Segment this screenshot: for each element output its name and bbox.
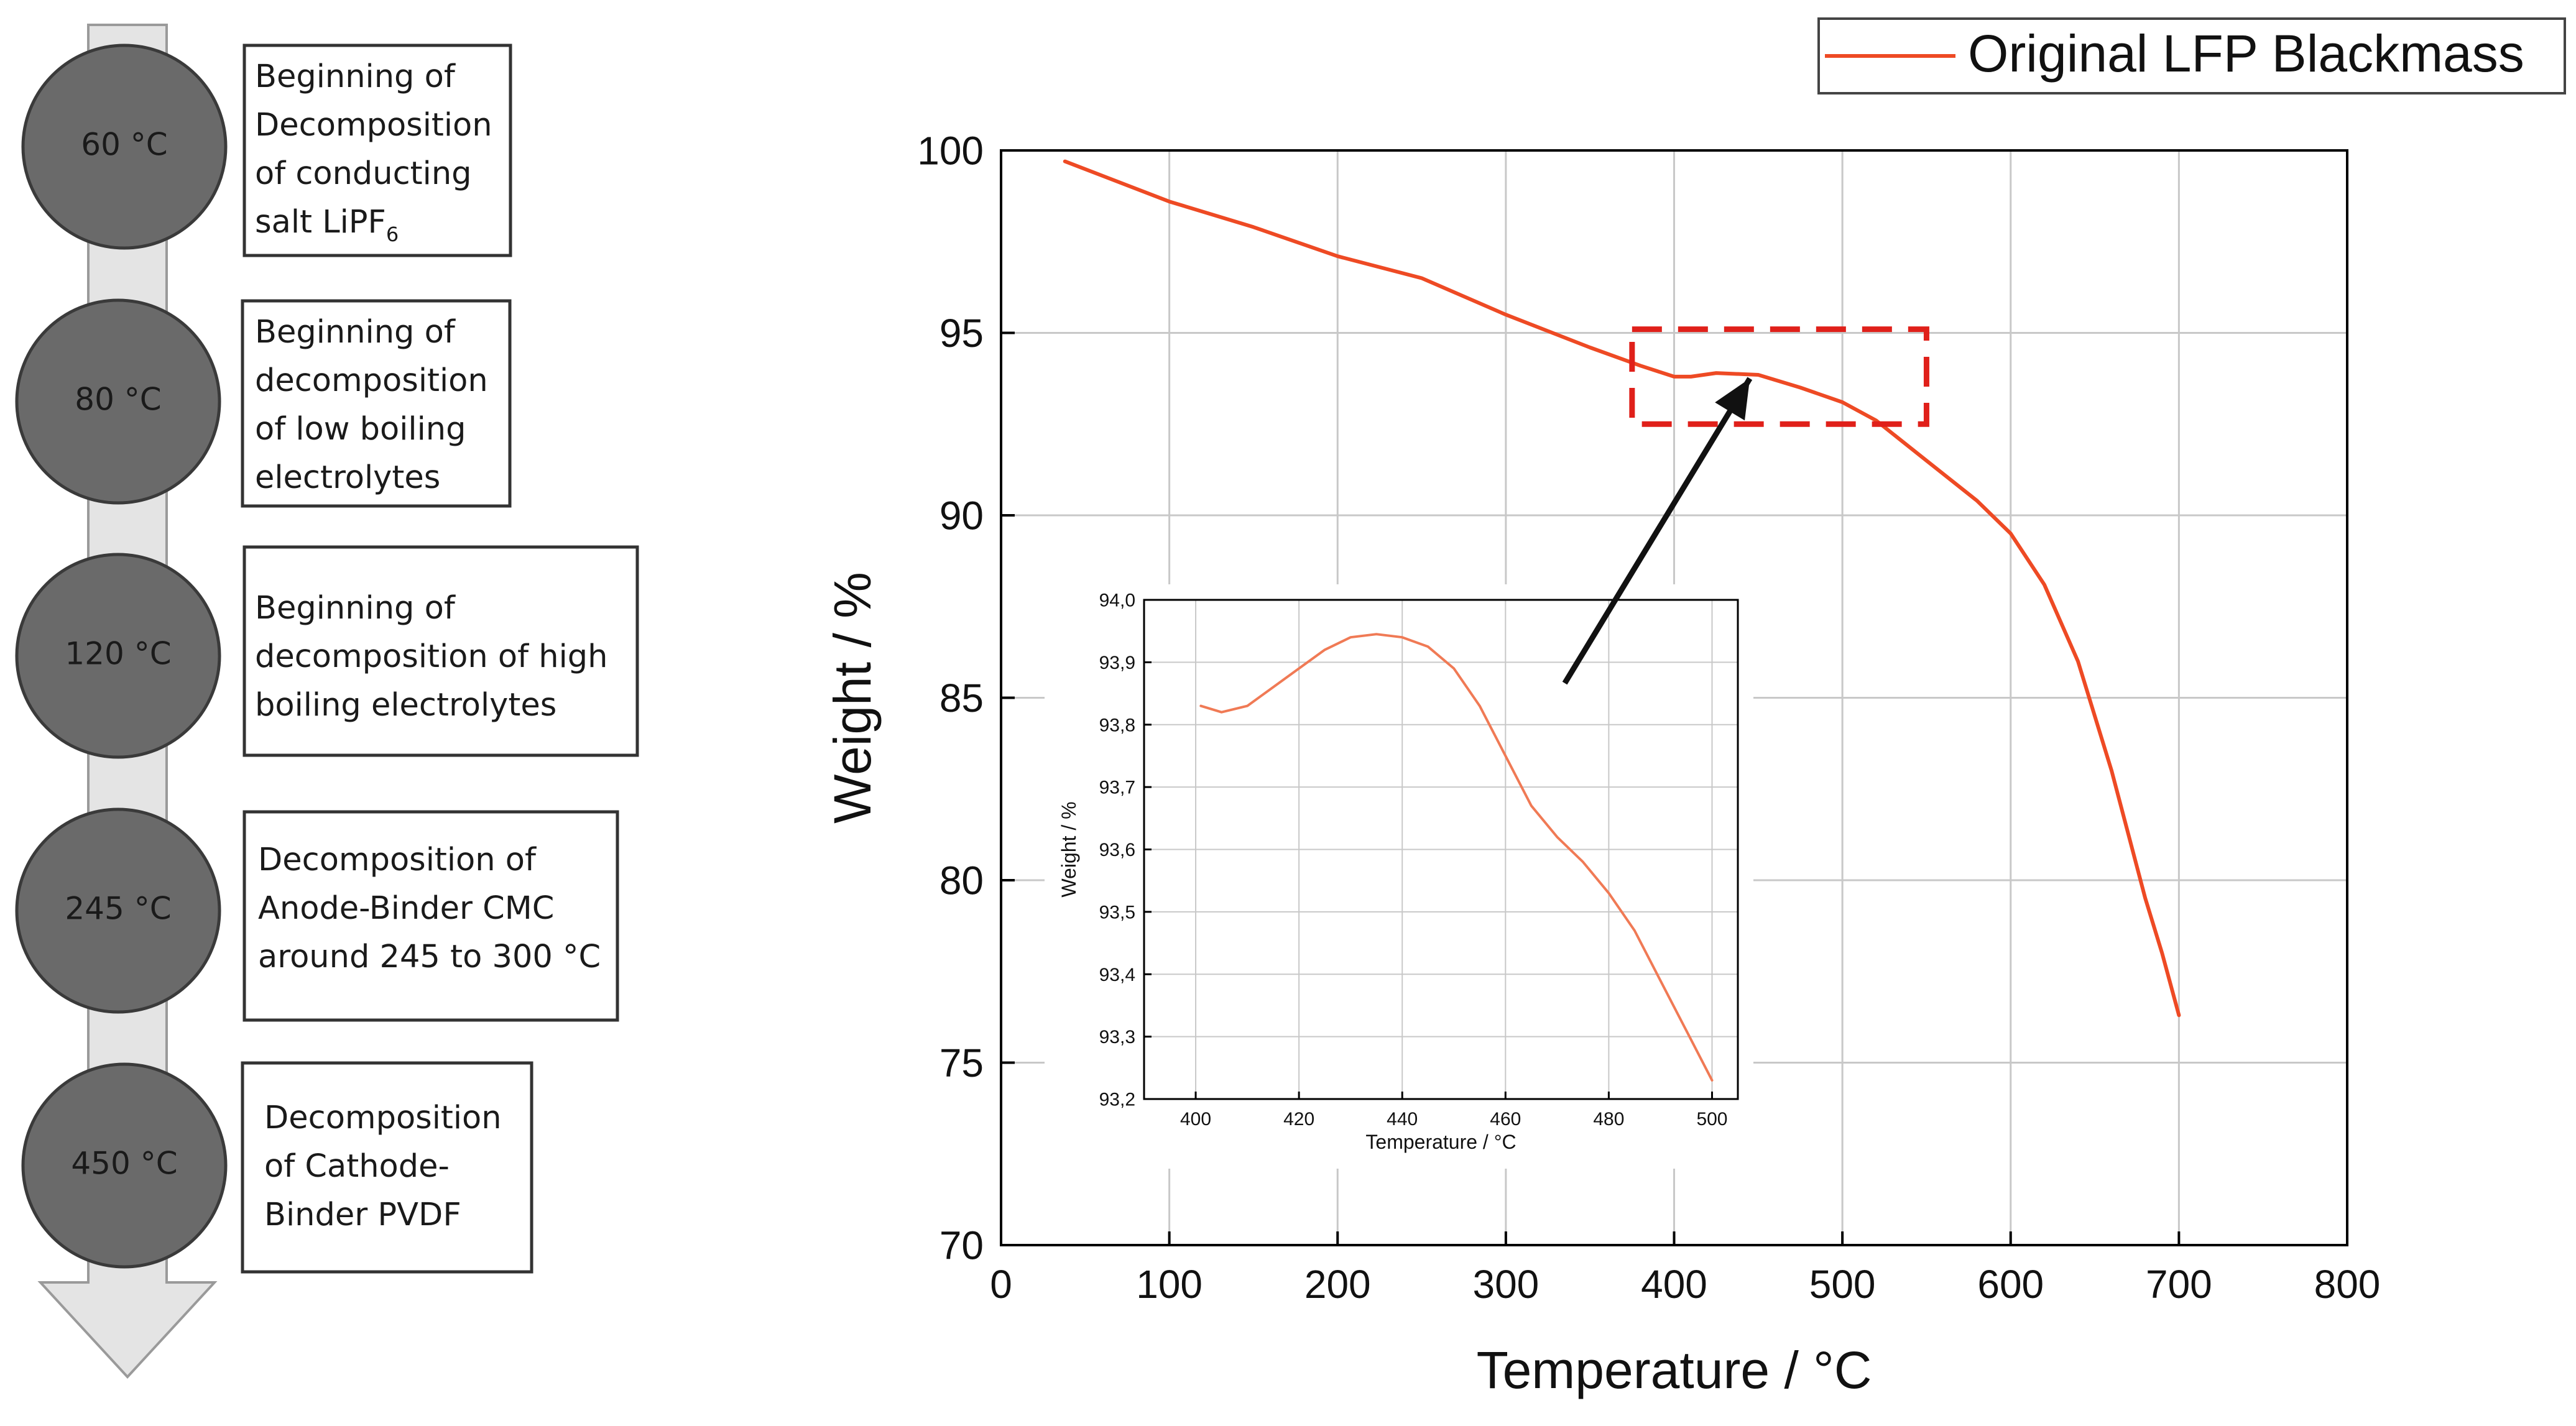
y-tick-label: 93,8 — [1099, 715, 1135, 735]
x-tick-label: 100 — [1136, 1262, 1203, 1307]
stage-description-box — [242, 810, 619, 1022]
x-axis-title: Temperature / °C — [1477, 1341, 1872, 1399]
x-tick-label: 200 — [1304, 1262, 1371, 1307]
stage-circle — [15, 807, 221, 1014]
stage-description-line: Decomposition — [255, 107, 492, 144]
x-tick-label: 500 — [1809, 1262, 1876, 1307]
stage-description-line: decomposition of high — [255, 638, 607, 675]
stage-temperature: 245 °C — [65, 891, 171, 927]
y-tick-label: 93,9 — [1099, 653, 1135, 673]
formula-text: salt LiPF — [255, 204, 386, 241]
annotation-arrow-head — [1715, 378, 1750, 421]
x-tick-label: 440 — [1387, 1109, 1418, 1129]
stage-description-line: Decomposition of — [258, 842, 537, 878]
x-axis-title: Temperature / °C — [1365, 1131, 1516, 1153]
annotation-arrow-shaft — [1562, 377, 1753, 685]
stage-temperature: 60 °C — [81, 127, 167, 163]
x-tick-label: 500 — [1696, 1109, 1727, 1129]
y-tick-label: 93,2 — [1099, 1090, 1135, 1110]
annotations — [1562, 326, 1929, 685]
y-tick-label: 93,7 — [1099, 778, 1135, 798]
stage-item: 450 °C Decomposition of Cathode- Binder … — [21, 1061, 533, 1274]
stage-description-line: Beginning of — [255, 314, 456, 351]
stage-circle — [21, 1062, 228, 1269]
stage-description-line: Decomposition — [264, 1100, 502, 1136]
x-tick-label: 300 — [1472, 1262, 1539, 1307]
stage-description-line: Binder PVDF — [264, 1197, 461, 1233]
stage-description-line: boiling electrolytes — [255, 687, 556, 724]
y-tick-label: 95 — [939, 311, 984, 356]
x-tick-label: 400 — [1641, 1262, 1707, 1307]
legend-label: Original LFP Blackmass — [1968, 24, 2524, 83]
y-axis-title: Weight / % — [823, 572, 882, 824]
stage-item: 60 °C Beginning of Decomposition of cond… — [21, 44, 512, 257]
x-tick-label: 480 — [1593, 1109, 1624, 1129]
x-tick-label: 0 — [990, 1262, 1012, 1307]
stage-description-line: salt LiPF6 — [255, 204, 399, 246]
stage-description-box — [241, 1061, 533, 1274]
inset-background — [1045, 584, 1753, 1169]
y-tick-label: 70 — [939, 1223, 984, 1267]
y-tick-label: 93,5 — [1099, 902, 1135, 922]
stage-description-line: of low boiling — [255, 411, 466, 448]
stage-description-line: Anode-Binder CMC — [258, 890, 554, 927]
stage-circle — [15, 298, 221, 505]
stage-temperature: 120 °C — [65, 636, 171, 672]
highlight-box — [1629, 326, 1929, 427]
x-tick-label: 460 — [1490, 1109, 1521, 1129]
stage-description-line: around 245 to 300 °C — [258, 939, 601, 975]
y-axis-title: Weight / % — [1058, 801, 1080, 897]
stage-description-box — [242, 44, 512, 257]
x-tick-label: 420 — [1283, 1109, 1314, 1129]
y-tick-label: 93,3 — [1099, 1027, 1135, 1047]
stage-description-line: Beginning of — [255, 590, 456, 627]
y-tick-label: 80 — [939, 858, 984, 903]
stage-circle — [21, 44, 228, 250]
stage-temperature: 80 °C — [75, 382, 161, 418]
chart-legend: Original LFP Blackmass — [1817, 17, 2566, 94]
stage-item: 80 °C Beginning of decomposition of low … — [15, 298, 512, 508]
stage-description-line: of Cathode- — [264, 1148, 450, 1185]
formula-subscript: 6 — [386, 223, 399, 246]
y-tick-label: 75 — [939, 1041, 984, 1085]
stage-description-box — [242, 545, 639, 757]
stage-description-box — [241, 299, 512, 508]
series-line — [1063, 159, 2181, 1018]
x-tick-label: 800 — [2314, 1262, 2381, 1307]
x-tick-label: 600 — [1977, 1262, 2044, 1307]
y-tick-label: 100 — [917, 128, 984, 173]
stage-circle — [15, 553, 221, 759]
y-tick-label: 93,6 — [1099, 840, 1135, 860]
stage-description-line: Beginning of — [255, 58, 456, 95]
series-line — [1199, 633, 1714, 1082]
stage-description-line: decomposition — [255, 362, 488, 399]
inset-chart: 400 420 440 460 480 500 93,2 93,3 93,4 93,5 93,6 93… — [1045, 584, 1753, 1169]
y-tick-label: 90 — [939, 493, 984, 538]
x-tick-label: 400 — [1180, 1109, 1211, 1129]
y-tick-label: 94,0 — [1099, 591, 1135, 611]
stage-description-line: of conducting — [255, 155, 472, 192]
stage-item: 120 °C Beginning of decomposition of hig… — [15, 545, 639, 759]
stage-temperature: 450 °C — [71, 1146, 177, 1182]
x-tick-label: 700 — [2146, 1262, 2212, 1307]
stage-description-line: electrolytes — [255, 459, 440, 496]
stage-item: 245 °C Decomposition of Anode-Binder CMC… — [15, 807, 619, 1022]
y-tick-label: 93,4 — [1099, 965, 1135, 985]
y-tick-label: 85 — [939, 676, 984, 720]
decomposition-flow: 60 °C Beginning of Decomposition of cond… — [15, 24, 639, 1379]
